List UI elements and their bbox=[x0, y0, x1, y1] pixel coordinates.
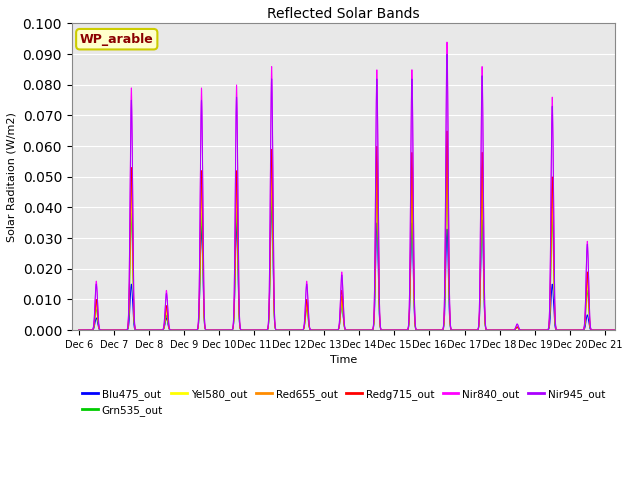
Yel580_out bbox=[636, 327, 640, 333]
Red655_out bbox=[636, 327, 640, 333]
Yel580_out bbox=[191, 327, 199, 333]
Line: Nir840_out: Nir840_out bbox=[79, 42, 640, 330]
Nir840_out bbox=[556, 327, 563, 333]
Nir840_out bbox=[410, 280, 418, 286]
Line: Red655_out: Red655_out bbox=[79, 146, 640, 330]
Blu475_out bbox=[556, 327, 563, 333]
Blu475_out bbox=[268, 199, 276, 204]
Blu475_out bbox=[636, 327, 640, 333]
Redg715_out bbox=[410, 295, 418, 300]
Yel580_out bbox=[443, 159, 451, 165]
Nir840_out bbox=[541, 327, 548, 333]
Nir945_out bbox=[513, 321, 521, 327]
Grn535_out bbox=[556, 327, 563, 333]
Red655_out bbox=[556, 327, 563, 333]
Yel580_out bbox=[541, 327, 548, 333]
Y-axis label: Solar Raditaion (W/m2): Solar Raditaion (W/m2) bbox=[7, 112, 17, 242]
Redg715_out bbox=[513, 324, 521, 330]
Red655_out bbox=[513, 324, 521, 330]
Line: Redg715_out: Redg715_out bbox=[79, 131, 640, 330]
Grn535_out bbox=[541, 327, 548, 333]
Nir945_out bbox=[410, 281, 418, 287]
Grn535_out bbox=[636, 327, 640, 333]
Nir945_out bbox=[443, 51, 451, 57]
Grn535_out bbox=[75, 327, 83, 333]
Nir945_out bbox=[75, 327, 83, 333]
Text: WP_arable: WP_arable bbox=[80, 33, 154, 46]
Line: Nir945_out: Nir945_out bbox=[79, 54, 640, 330]
Line: Grn535_out: Grn535_out bbox=[79, 177, 640, 330]
Nir945_out bbox=[636, 327, 640, 333]
Yel580_out bbox=[75, 327, 83, 333]
Redg715_out bbox=[443, 128, 451, 134]
Nir840_out bbox=[191, 327, 199, 333]
Nir840_out bbox=[513, 321, 521, 327]
Blu475_out bbox=[541, 327, 548, 333]
Red655_out bbox=[443, 144, 451, 149]
Yel580_out bbox=[380, 327, 388, 333]
Line: Yel580_out: Yel580_out bbox=[79, 162, 640, 330]
Yel580_out bbox=[556, 327, 563, 333]
X-axis label: Time: Time bbox=[330, 355, 357, 365]
Redg715_out bbox=[636, 327, 640, 333]
Grn535_out bbox=[380, 327, 388, 333]
Line: Blu475_out: Blu475_out bbox=[79, 202, 640, 330]
Blu475_out bbox=[191, 327, 199, 333]
Nir840_out bbox=[443, 39, 451, 45]
Blu475_out bbox=[513, 324, 521, 330]
Redg715_out bbox=[541, 327, 548, 333]
Legend: Blu475_out, Grn535_out, Yel580_out, Red655_out, Redg715_out, Nir840_out, Nir945_: Blu475_out, Grn535_out, Yel580_out, Red6… bbox=[78, 384, 609, 420]
Redg715_out bbox=[191, 327, 199, 333]
Nir945_out bbox=[380, 327, 388, 333]
Red655_out bbox=[380, 327, 388, 333]
Yel580_out bbox=[410, 300, 418, 306]
Nir840_out bbox=[380, 327, 388, 333]
Redg715_out bbox=[380, 327, 388, 333]
Redg715_out bbox=[75, 327, 83, 333]
Blu475_out bbox=[410, 311, 418, 317]
Nir945_out bbox=[556, 327, 563, 333]
Red655_out bbox=[75, 327, 83, 333]
Red655_out bbox=[410, 298, 418, 303]
Grn535_out bbox=[513, 324, 521, 330]
Blu475_out bbox=[75, 327, 83, 333]
Nir840_out bbox=[75, 327, 83, 333]
Grn535_out bbox=[443, 174, 451, 180]
Grn535_out bbox=[410, 303, 418, 309]
Yel580_out bbox=[513, 324, 521, 330]
Grn535_out bbox=[191, 327, 199, 333]
Nir945_out bbox=[541, 327, 548, 333]
Redg715_out bbox=[556, 327, 563, 333]
Nir945_out bbox=[191, 327, 199, 333]
Red655_out bbox=[191, 327, 199, 333]
Red655_out bbox=[541, 327, 548, 333]
Blu475_out bbox=[380, 327, 388, 333]
Nir840_out bbox=[636, 327, 640, 333]
Title: Reflected Solar Bands: Reflected Solar Bands bbox=[268, 7, 420, 21]
